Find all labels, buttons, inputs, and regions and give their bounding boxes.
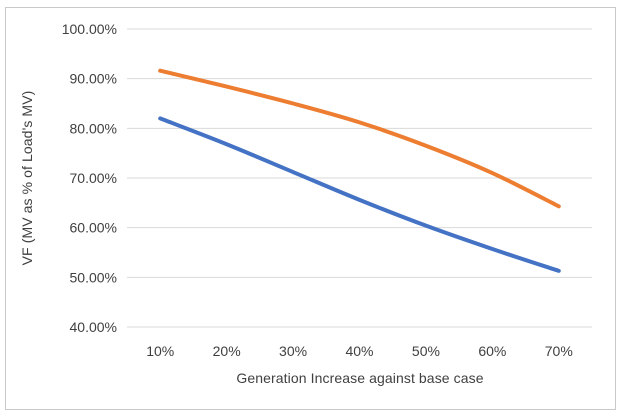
y-axis-title: VF (MV as % of Load's MV) <box>19 90 35 266</box>
x-axis-title: Generation Increase against base case <box>236 370 484 386</box>
x-tick-label: 30% <box>279 343 307 359</box>
y-tick-label: 40.00% <box>70 319 117 335</box>
x-tick-label: 10% <box>146 343 174 359</box>
x-tick-label: 60% <box>478 343 506 359</box>
x-tick-label: 20% <box>213 343 241 359</box>
y-tick-label: 60.00% <box>70 220 117 236</box>
y-tick-label: 70.00% <box>70 170 117 186</box>
y-tick-label: 90.00% <box>70 71 117 87</box>
x-tick-label: 70% <box>545 343 573 359</box>
y-tick-label: 80.00% <box>70 120 117 136</box>
series-line-blue-series <box>158 116 561 273</box>
y-tick-label: 100.00% <box>62 21 117 37</box>
x-tick-label: 50% <box>412 343 440 359</box>
series-line-orange-series <box>158 68 561 209</box>
y-tick-label: 50.00% <box>70 269 117 285</box>
chart-frame-border <box>5 7 616 410</box>
x-tick-label: 40% <box>345 343 373 359</box>
